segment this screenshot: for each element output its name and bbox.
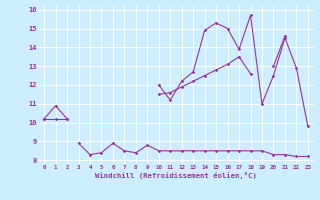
X-axis label: Windchill (Refroidissement éolien,°C): Windchill (Refroidissement éolien,°C)	[95, 172, 257, 179]
